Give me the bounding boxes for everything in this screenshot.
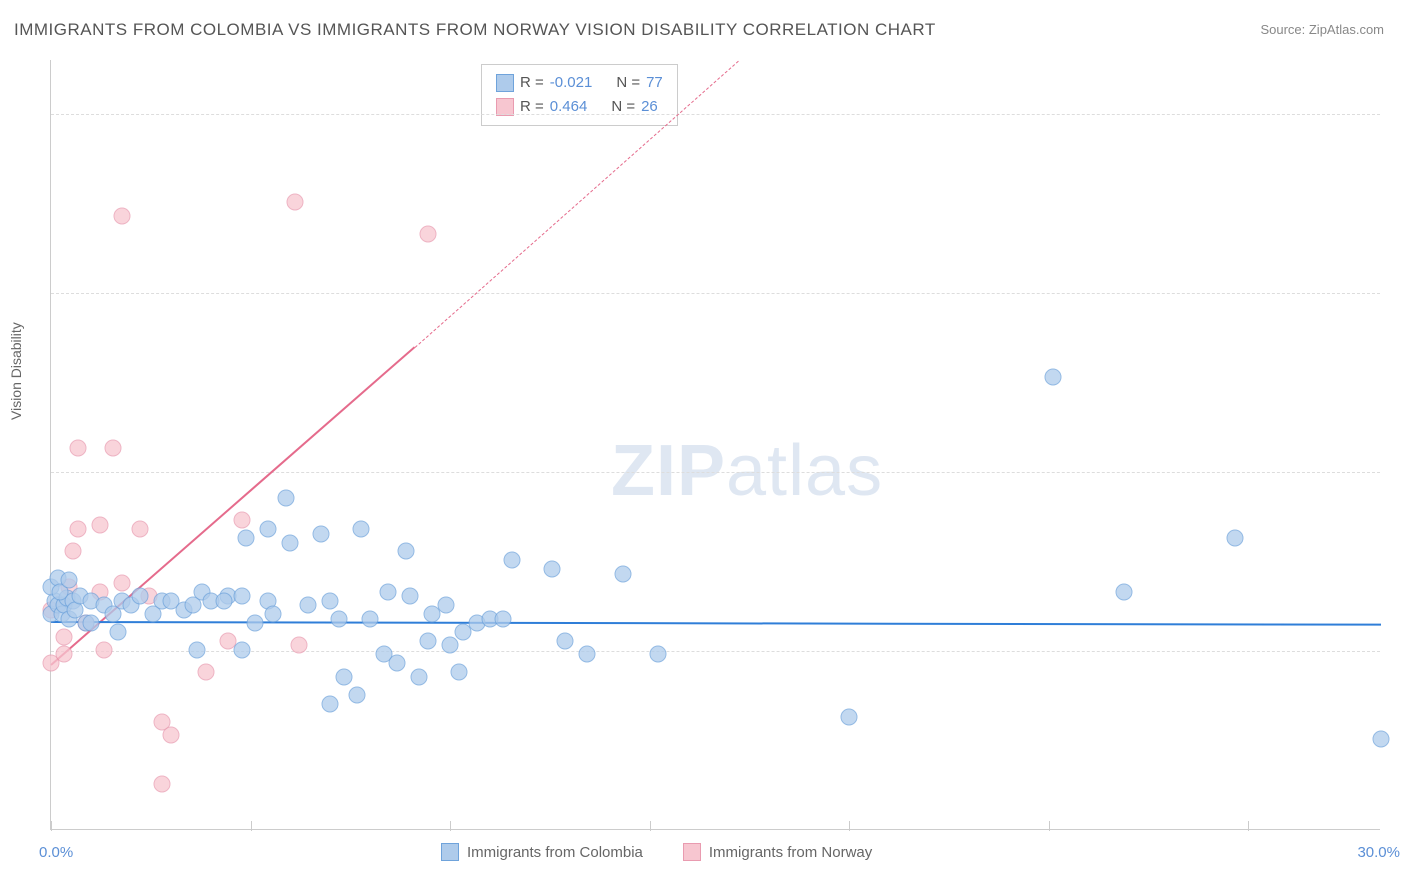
x-tick	[450, 821, 451, 831]
scatter-point	[215, 592, 232, 609]
x-tick-label-min: 0.0%	[39, 844, 73, 861]
gridline-h	[51, 114, 1380, 115]
scatter-point	[153, 776, 170, 793]
x-tick	[650, 821, 651, 831]
scatter-point	[419, 225, 436, 242]
scatter-point	[233, 588, 250, 605]
scatter-point	[353, 521, 370, 538]
scatter-point	[579, 646, 596, 663]
scatter-point	[246, 615, 263, 632]
scatter-point	[450, 664, 467, 681]
swatch-colombia-2	[441, 843, 459, 861]
legend-row-norway: R = 0.464 N = 26	[496, 95, 663, 119]
scatter-point	[437, 597, 454, 614]
scatter-point	[388, 655, 405, 672]
bottom-legend: Immigrants from Colombia Immigrants from…	[441, 843, 872, 861]
scatter-point	[557, 632, 574, 649]
scatter-point	[131, 521, 148, 538]
scatter-point	[397, 543, 414, 560]
scatter-point	[264, 606, 281, 623]
scatter-point	[291, 637, 308, 654]
scatter-point	[113, 574, 130, 591]
legend-row-colombia: R = -0.021 N = 77	[496, 71, 663, 95]
source-attribution: Source: ZipAtlas.com	[1260, 22, 1384, 37]
n-label: N =	[616, 71, 640, 95]
scatter-point	[56, 628, 73, 645]
chart-title: IMMIGRANTS FROM COLOMBIA VS IMMIGRANTS F…	[14, 20, 936, 40]
x-tick	[51, 821, 52, 831]
scatter-point	[131, 588, 148, 605]
bottom-legend-norway: Immigrants from Norway	[683, 843, 872, 861]
r-label: R =	[520, 71, 544, 95]
scatter-point	[442, 637, 459, 654]
n-label-2: N =	[611, 95, 635, 119]
scatter-point	[1373, 731, 1390, 748]
scatter-point	[105, 440, 122, 457]
x-tick	[251, 821, 252, 831]
scatter-point	[841, 709, 858, 726]
scatter-point	[282, 534, 299, 551]
bottom-legend-colombia: Immigrants from Colombia	[441, 843, 643, 861]
scatter-point	[362, 610, 379, 627]
scatter-point	[313, 525, 330, 542]
scatter-point	[277, 489, 294, 506]
scatter-point	[410, 668, 427, 685]
scatter-point	[402, 588, 419, 605]
scatter-point	[614, 565, 631, 582]
r-label-2: R =	[520, 95, 544, 119]
scatter-point	[379, 583, 396, 600]
scatter-point	[300, 597, 317, 614]
scatter-point	[82, 615, 99, 632]
scatter-point	[1226, 530, 1243, 547]
scatter-point	[260, 521, 277, 538]
scatter-point	[650, 646, 667, 663]
scatter-point	[238, 530, 255, 547]
gridline-h	[51, 293, 1380, 294]
n-value-norway: 26	[641, 95, 658, 119]
stats-legend: R = -0.021 N = 77 R = 0.464 N = 26	[481, 64, 678, 126]
scatter-point	[1044, 368, 1061, 385]
scatter-point	[322, 592, 339, 609]
bottom-legend-label-norway: Immigrants from Norway	[709, 844, 872, 861]
scatter-point	[286, 194, 303, 211]
x-tick	[849, 821, 850, 831]
scatter-point	[233, 512, 250, 529]
swatch-colombia	[496, 74, 514, 92]
gridline-h	[51, 651, 1380, 652]
scatter-point	[419, 632, 436, 649]
r-value-colombia: -0.021	[550, 71, 593, 95]
scatter-point	[543, 561, 560, 578]
chart-container: IMMIGRANTS FROM COLOMBIA VS IMMIGRANTS F…	[0, 0, 1406, 892]
r-value-norway: 0.464	[550, 95, 588, 119]
scatter-point	[56, 646, 73, 663]
scatter-point	[504, 552, 521, 569]
scatter-point	[69, 521, 86, 538]
scatter-point	[335, 668, 352, 685]
scatter-point	[322, 695, 339, 712]
scatter-point	[198, 664, 215, 681]
n-value-colombia: 77	[646, 71, 663, 95]
bottom-legend-label-colombia: Immigrants from Colombia	[467, 844, 643, 861]
scatter-point	[60, 572, 77, 589]
x-tick	[1049, 821, 1050, 831]
scatter-point	[69, 440, 86, 457]
swatch-norway-2	[683, 843, 701, 861]
scatter-point	[331, 610, 348, 627]
scatter-point	[348, 686, 365, 703]
scatter-point	[65, 543, 82, 560]
scatter-point	[233, 641, 250, 658]
y-axis-label: Vision Disability	[8, 322, 24, 420]
gridline-h	[51, 472, 1380, 473]
scatter-point	[113, 207, 130, 224]
x-tick-label-max: 30.0%	[1357, 844, 1400, 861]
scatter-point	[189, 641, 206, 658]
plot-area: ZIPatlas R = -0.021 N = 77 R = 0.464 N =…	[50, 60, 1380, 830]
scatter-point	[91, 516, 108, 533]
scatter-point	[162, 727, 179, 744]
scatter-point	[495, 610, 512, 627]
scatter-point	[96, 641, 113, 658]
scatter-point	[109, 624, 126, 641]
x-tick	[1248, 821, 1249, 831]
scatter-point	[1115, 583, 1132, 600]
